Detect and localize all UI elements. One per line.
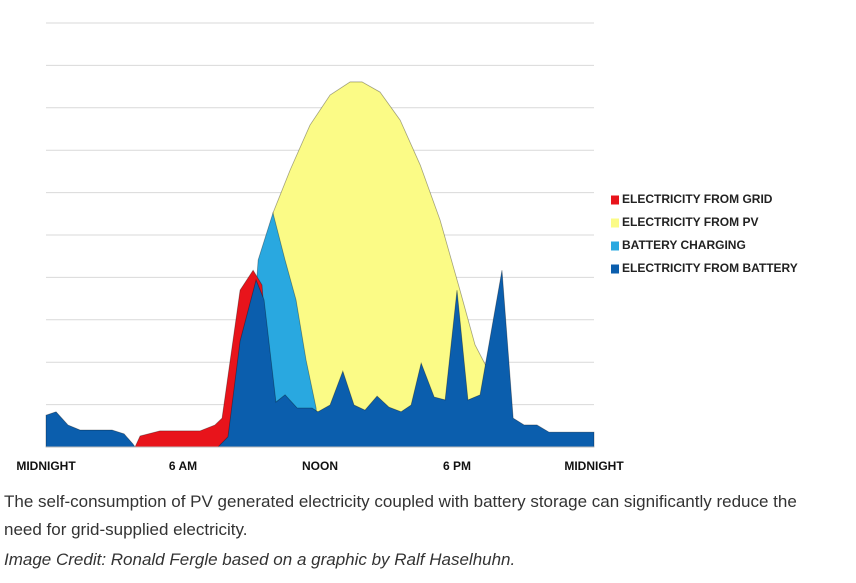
legend-label: ELECTRICITY FROM BATTERY xyxy=(622,261,798,275)
legend-swatch xyxy=(611,195,619,205)
x-tick-label: 6 AM xyxy=(169,459,197,473)
caption: The self-consumption of PV generated ele… xyxy=(4,492,797,539)
area xyxy=(45,270,595,448)
legend-swatch xyxy=(611,218,619,228)
chart: MIDNIGHT 6 AM NOON 6 PM MIDNIGHT ELECTRICITY … xyxy=(16,22,798,473)
x-tick-label: MIDNIGHT xyxy=(564,459,624,473)
x-tick-label: MIDNIGHT xyxy=(16,459,76,473)
legend-label: ELECTRICITY FROM PV xyxy=(622,215,758,229)
legend-label: ELECTRICITY FROM GRID xyxy=(622,192,773,206)
image-credit: Image Credit: Ronald Fergle based on a g… xyxy=(4,550,516,569)
legend-label: BATTERY CHARGING xyxy=(622,238,746,252)
x-tick-label: 6 PM xyxy=(443,459,471,473)
x-tick-label: NOON xyxy=(302,459,338,473)
area xyxy=(272,81,490,448)
legend-swatch xyxy=(611,241,619,251)
legend-swatch xyxy=(611,264,619,274)
